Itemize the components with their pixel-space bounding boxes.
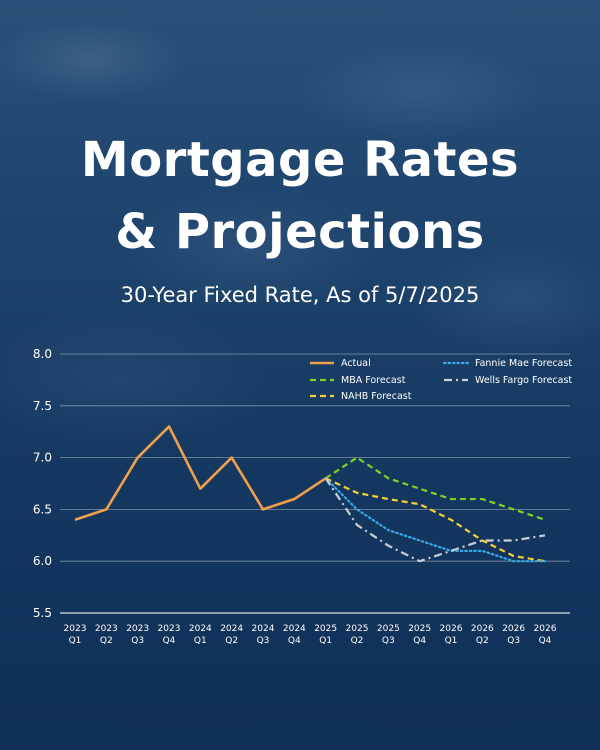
page-title-line1: Mortgage Rates [80, 132, 520, 188]
legend-label: Wells Fargo Forecast [475, 375, 572, 386]
x-tick-label-quarter: Q3 [507, 636, 520, 646]
x-tick-label-quarter: Q3 [382, 636, 395, 646]
series-line-wells-fargo-forecast [324, 477, 546, 563]
series-line-actual [74, 425, 327, 521]
y-tick-label: 6.5 [33, 502, 52, 516]
y-tick-label: 7.0 [33, 451, 52, 465]
x-tick-label-year: 2025 [408, 624, 431, 634]
x-tick-label-quarter: Q2 [225, 636, 238, 646]
legend-label: MBA Forecast [341, 375, 406, 386]
x-tick-label-quarter: Q4 [413, 636, 426, 646]
legend-label: NAHB Forecast [341, 391, 412, 402]
x-tick-label-year: 2023 [64, 624, 87, 634]
x-tick-label-quarter: Q1 [69, 636, 82, 646]
x-tick-label-year: 2023 [95, 624, 118, 634]
x-tick-label-quarter: Q3 [257, 636, 270, 646]
y-axis: 8.0 7.5 7.0 6.5 6.0 5.5 [33, 347, 52, 620]
x-tick-label-quarter: Q4 [163, 636, 176, 646]
x-tick-label-year: 2025 [377, 624, 400, 634]
y-tick-label: 5.5 [33, 606, 52, 620]
x-tick-label-year: 2024 [252, 624, 275, 634]
legend-label: Actual [341, 358, 371, 369]
y-tick-label: 7.5 [33, 399, 52, 413]
series-line-nahb-forecast [325, 477, 546, 563]
x-tick-label-quarter: Q1 [319, 636, 332, 646]
chart-legend: Actual MBA Forecast NAHB Forecast Fannie Ma… [310, 358, 572, 402]
x-tick-label-year: 2026 [534, 624, 557, 634]
x-tick-label-quarter: Q1 [445, 636, 458, 646]
x-tick-label-year: 2024 [189, 624, 212, 634]
page-title-line2: & Projections [115, 204, 485, 260]
x-tick-label-year: 2024 [220, 624, 243, 634]
legend-label: Fannie Mae Forecast [475, 358, 572, 369]
x-tick-label-quarter: Q1 [194, 636, 207, 646]
y-tick-label: 8.0 [33, 347, 52, 361]
x-tick-label-quarter: Q3 [131, 636, 144, 646]
x-axis: 2023 Q1 2023 Q2 2023 Q3 2023 Q4 2024 Q1 2024 Q2 2024… [64, 624, 557, 646]
x-tick-label-quarter: Q4 [539, 636, 552, 646]
x-tick-label-quarter: Q2 [476, 636, 489, 646]
series-line-fannie-mae-forecast [324, 477, 547, 563]
x-tick-label-quarter: Q2 [351, 636, 364, 646]
y-tick-label: 6.0 [33, 554, 52, 568]
page-subtitle: 30-Year Fixed Rate, As of 5/7/2025 [120, 283, 480, 307]
x-tick-label-year: 2024 [283, 624, 306, 634]
x-tick-label-year: 2023 [126, 624, 149, 634]
x-tick-label-year: 2025 [314, 624, 337, 634]
x-tick-label-year: 2026 [440, 624, 463, 634]
x-tick-label-year: 2026 [471, 624, 494, 634]
x-tick-label-year: 2025 [346, 624, 369, 634]
series-line-mba-forecast [325, 456, 546, 521]
chart-series [74, 425, 547, 563]
mortgage-rate-line-chart: 8.07.57.06.56.05.5 2023Q12023Q22023Q3202… [33, 347, 573, 646]
x-tick-label-quarter: Q2 [100, 636, 113, 646]
x-tick-label-year: 2023 [158, 624, 181, 634]
x-tick-label-quarter: Q4 [288, 636, 301, 646]
x-tick-label-year: 2026 [502, 624, 525, 634]
chart-grid [60, 353, 570, 614]
